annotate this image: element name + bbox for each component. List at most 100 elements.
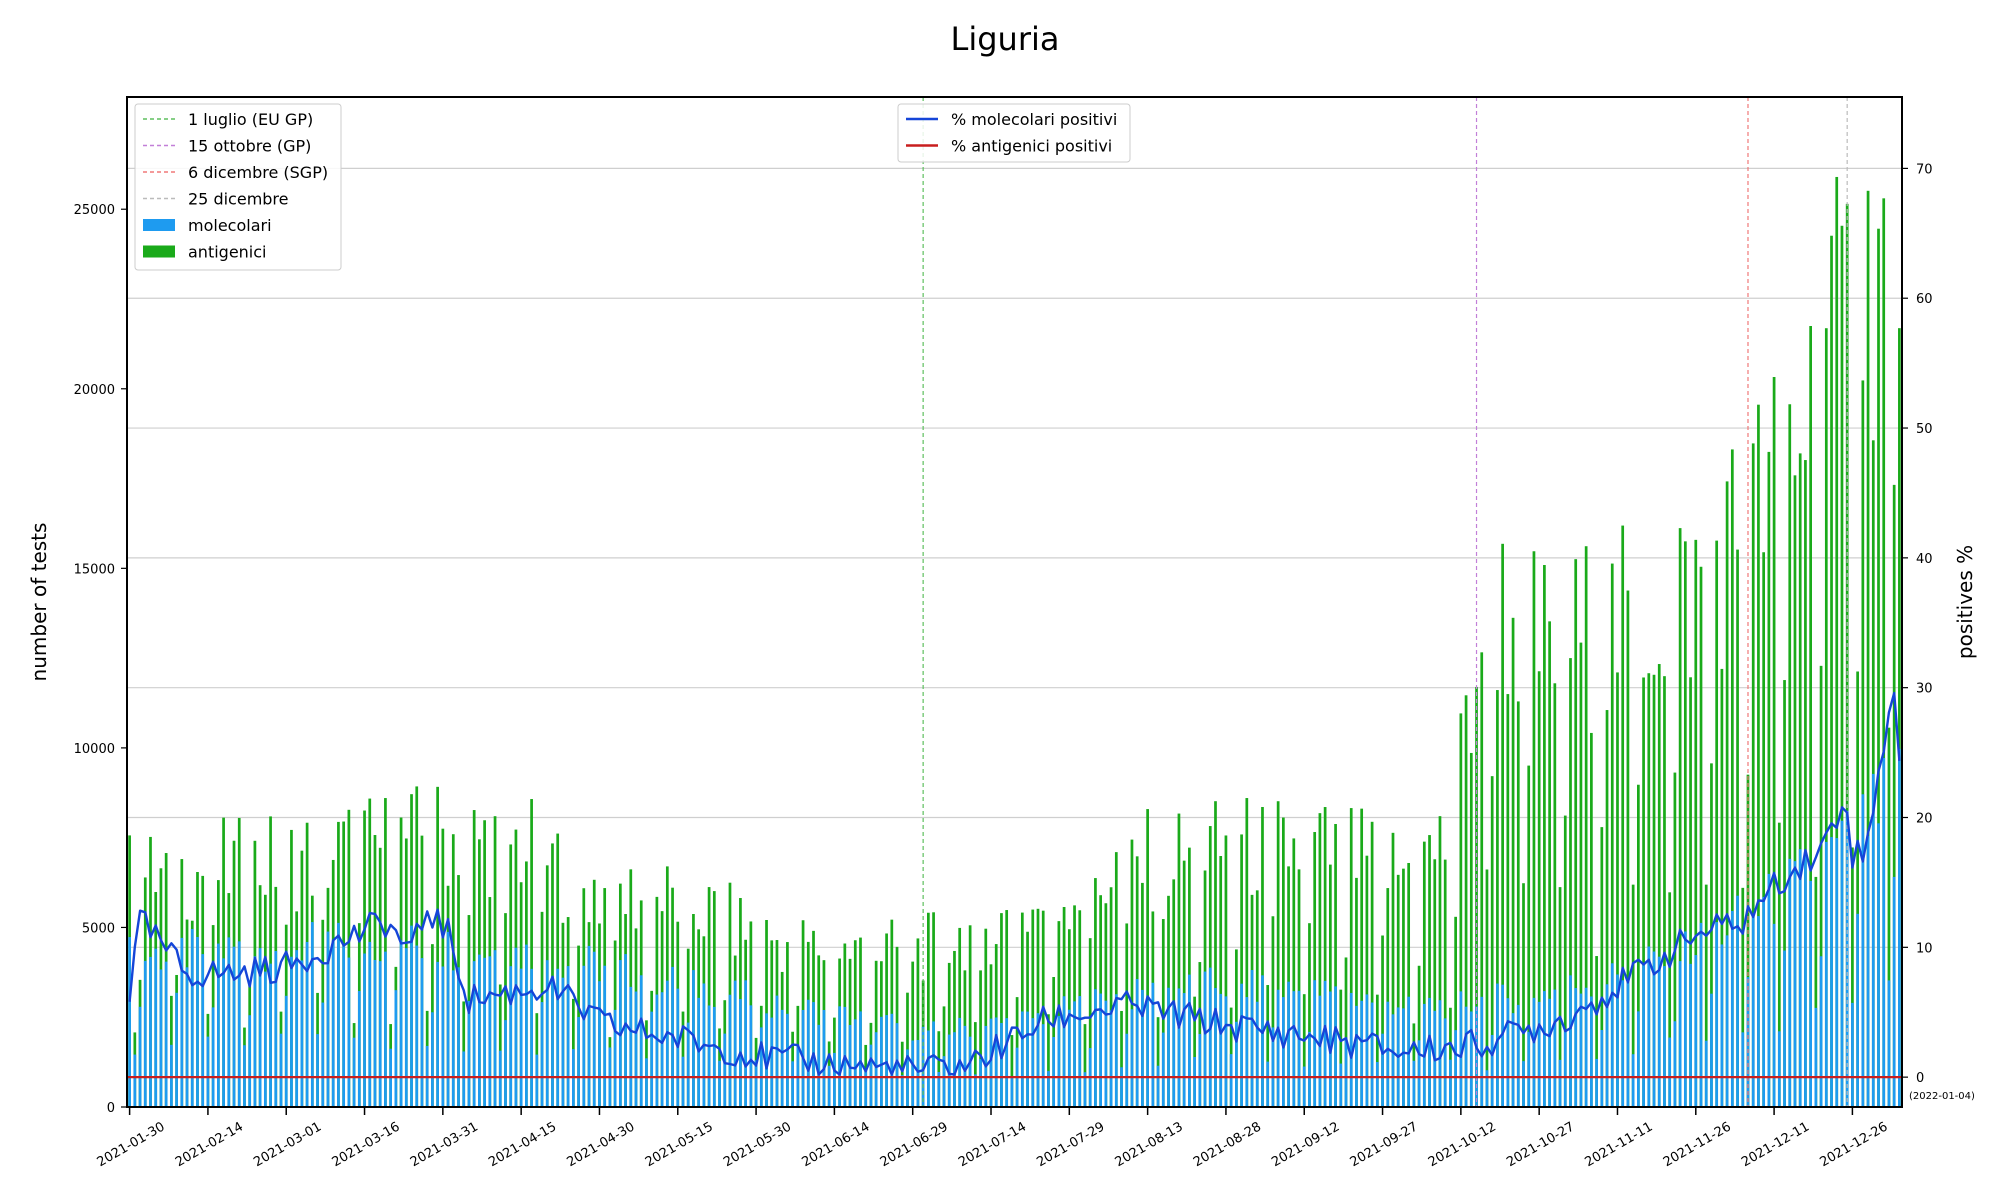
- bar-antigenici: [1245, 798, 1249, 1107]
- bar-molecolari: [457, 967, 460, 1107]
- bar-molecolari: [1099, 993, 1102, 1107]
- bar-molecolari: [133, 1054, 137, 1107]
- bar-antigenici: [1595, 956, 1598, 1107]
- bar-antigenici: [1845, 203, 1849, 1108]
- x-tick-label: 2021-08-13: [1113, 1119, 1186, 1170]
- bar-molecolari: [718, 1060, 721, 1107]
- bar-molecolari: [1375, 1062, 1379, 1107]
- bar-antigenici: [1302, 994, 1306, 1107]
- bar-antigenici: [551, 843, 554, 1107]
- bar-antigenici: [1271, 916, 1275, 1107]
- bar-molecolari: [1590, 996, 1593, 1107]
- bar-antigenici: [1741, 887, 1745, 1107]
- bar-molecolari: [1777, 1031, 1781, 1107]
- bar-antigenici: [1683, 541, 1687, 1107]
- bar-antigenici: [1407, 862, 1411, 1107]
- bar-molecolari: [1386, 1001, 1390, 1107]
- bar-molecolari: [681, 1056, 685, 1107]
- x-tick-label: 2021-09-27: [1348, 1119, 1421, 1170]
- bar-antigenici: [1600, 827, 1604, 1107]
- bar-molecolari: [368, 941, 372, 1107]
- bar-molecolari: [1861, 794, 1865, 1107]
- bar-molecolari: [128, 937, 131, 1107]
- bar-molecolari: [806, 999, 810, 1107]
- bar-molecolari: [838, 1006, 841, 1107]
- bar-antigenici: [1005, 910, 1009, 1107]
- y-tick-label-right: 40: [1916, 552, 1933, 567]
- legend-line-label: % antigenici positivi: [951, 137, 1112, 156]
- bar-molecolari: [1616, 974, 1619, 1107]
- bar-antigenici: [968, 925, 972, 1107]
- bar-antigenici: [1652, 674, 1656, 1107]
- bar-antigenici: [1323, 807, 1327, 1107]
- bar-molecolari: [1219, 993, 1223, 1107]
- bar-molecolari: [321, 1002, 325, 1107]
- bar-antigenici: [1856, 671, 1859, 1107]
- bar-molecolari: [817, 1024, 821, 1107]
- bar-molecolari: [1391, 1014, 1395, 1107]
- bar-antigenici: [1386, 888, 1390, 1107]
- bar-molecolari: [483, 957, 486, 1107]
- bar-molecolari: [1887, 980, 1891, 1107]
- x-tick-label: 2021-03-31: [408, 1119, 481, 1170]
- y-tick-label-left: 10000: [74, 742, 115, 757]
- bar-antigenici: [1563, 815, 1567, 1107]
- bar-molecolari: [1642, 964, 1645, 1107]
- bar-molecolari: [1287, 981, 1290, 1107]
- bar-molecolari: [1235, 1021, 1238, 1107]
- bar-molecolari: [1814, 1007, 1818, 1107]
- bar-antigenici: [1130, 839, 1134, 1107]
- bar-antigenici: [1308, 923, 1311, 1107]
- x-tick-label: 2021-07-29: [1034, 1119, 1107, 1170]
- bar-antigenici: [1689, 677, 1692, 1107]
- bar-antigenici: [1522, 883, 1525, 1107]
- bar-antigenici: [1814, 876, 1818, 1107]
- bar-antigenici: [1156, 1017, 1160, 1107]
- bar-antigenici: [1360, 808, 1364, 1107]
- bar-antigenici: [1370, 821, 1374, 1107]
- bar-molecolari: [1626, 982, 1630, 1107]
- bar-molecolari: [874, 1032, 878, 1107]
- bar-molecolari: [1678, 961, 1682, 1107]
- bar-antigenici: [1631, 884, 1635, 1107]
- bar-molecolari: [1522, 1061, 1525, 1107]
- bar-molecolari: [1689, 963, 1692, 1107]
- y-tick-label-right: 0: [1916, 1071, 1924, 1086]
- bar-molecolari: [1000, 1022, 1003, 1107]
- bar-molecolari: [1240, 983, 1243, 1107]
- bar-molecolari: [1282, 997, 1285, 1107]
- bar-antigenici: [1877, 228, 1880, 1108]
- bar-molecolari: [1694, 955, 1698, 1107]
- bar-molecolari: [1798, 849, 1802, 1107]
- event-lines: [922, 97, 1848, 1107]
- bar-molecolari: [269, 963, 272, 1107]
- bar-molecolari: [1819, 956, 1823, 1107]
- bar-molecolari: [1349, 992, 1353, 1107]
- bar-molecolari: [305, 941, 309, 1107]
- x-tick-label: 2021-08-28: [1191, 1119, 1264, 1170]
- bar-antigenici: [973, 1022, 977, 1107]
- chart-title: Liguria: [951, 20, 1060, 58]
- bar-molecolari: [900, 1075, 904, 1107]
- bar-antigenici: [1125, 923, 1129, 1107]
- bar-molecolari: [196, 937, 199, 1107]
- x-tick-label: 2021-12-11: [1739, 1119, 1812, 1170]
- bar-molecolari: [1203, 971, 1207, 1107]
- bar-molecolari: [331, 939, 335, 1107]
- bar-molecolari: [1480, 996, 1484, 1107]
- bar-antigenici: [1621, 525, 1625, 1107]
- x-tick-label: 2021-05-30: [721, 1119, 794, 1170]
- bar-molecolari: [1720, 944, 1724, 1107]
- bar-antigenici: [1657, 664, 1661, 1107]
- x-tick-label: 2021-10-27: [1504, 1119, 1577, 1170]
- bar-molecolari: [859, 1011, 862, 1107]
- bar-antigenici: [1496, 690, 1499, 1107]
- bar-molecolari: [1057, 1015, 1061, 1107]
- bar-antigenici: [1584, 546, 1588, 1107]
- bar-molecolari: [1767, 873, 1771, 1107]
- bar-antigenici: [1020, 912, 1024, 1107]
- bar-molecolari: [232, 946, 236, 1107]
- bar-antigenici: [1349, 808, 1353, 1107]
- bar-antigenici: [269, 816, 272, 1107]
- bar-molecolari: [1020, 1011, 1024, 1107]
